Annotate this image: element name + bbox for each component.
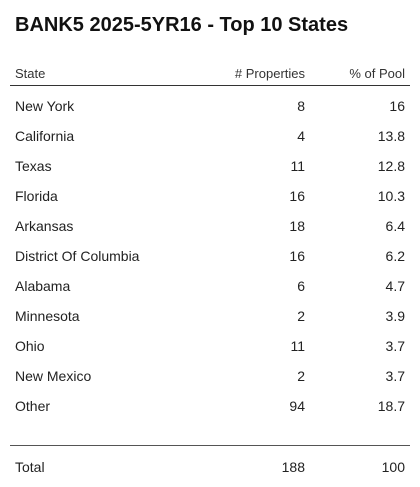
table-row: New York 8 16 <box>10 91 410 121</box>
state-cell: Texas <box>15 158 52 174</box>
table-row: Florida 16 10.3 <box>10 181 410 211</box>
table-row: Alabama 6 4.7 <box>10 271 410 301</box>
state-cell: New York <box>15 98 75 114</box>
properties-cell: 2 <box>297 308 305 324</box>
properties-cell: 6 <box>297 278 305 294</box>
properties-cell: 18 <box>289 218 305 234</box>
pool-cell: 18.7 <box>377 398 405 414</box>
state-cell: Arkansas <box>15 218 74 234</box>
table-header: State # Properties % of Pool <box>10 66 410 86</box>
pool-cell: 4.7 <box>385 278 405 294</box>
column-header-pool: % of Pool <box>349 66 405 81</box>
table-body: New York 8 16 California 4 13.8 Texas 11… <box>10 91 410 421</box>
table-row: District Of Columbia 16 6.2 <box>10 241 410 271</box>
state-cell: Florida <box>15 188 58 204</box>
properties-cell: 11 <box>290 158 305 174</box>
pool-cell: 3.7 <box>385 338 405 354</box>
column-header-state: State <box>15 66 46 81</box>
total-pool: 100 <box>381 459 405 475</box>
pool-cell: 3.7 <box>385 368 405 384</box>
properties-cell: 2 <box>297 368 305 384</box>
total-row: Total 188 100 <box>10 452 410 482</box>
table-row: California 4 13.8 <box>10 121 410 151</box>
pool-cell: 10.3 <box>377 188 405 204</box>
table-row: Texas 11 12.8 <box>10 151 410 181</box>
total-properties: 188 <box>281 459 305 475</box>
properties-cell: 11 <box>290 338 305 354</box>
state-cell: Minnesota <box>15 308 80 324</box>
state-cell: Other <box>15 398 51 414</box>
total-divider <box>10 445 410 446</box>
properties-cell: 16 <box>289 248 305 264</box>
pool-cell: 16 <box>389 98 405 114</box>
column-header-properties: # Properties <box>234 66 305 81</box>
state-cell: New Mexico <box>15 368 92 384</box>
page-title: BANK5 2025-5YR16 - Top 10 States <box>15 14 349 36</box>
table-row: Other 94 18.7 <box>10 391 410 421</box>
state-cell: Alabama <box>15 278 71 294</box>
state-cell: California <box>15 128 75 144</box>
table-row: Ohio 11 3.7 <box>10 331 410 361</box>
pool-cell: 6.4 <box>385 218 405 234</box>
pool-cell: 13.8 <box>377 128 405 144</box>
properties-cell: 4 <box>297 128 305 144</box>
properties-cell: 16 <box>289 188 305 204</box>
pool-cell: 6.2 <box>385 248 405 264</box>
properties-cell: 8 <box>297 98 305 114</box>
pool-cell: 3.9 <box>385 308 405 324</box>
table-row: Minnesota 2 3.9 <box>10 301 410 331</box>
table-row: New Mexico 2 3.7 <box>10 361 410 391</box>
total-label: Total <box>15 459 45 475</box>
state-cell: District Of Columbia <box>15 248 140 264</box>
table-row: Arkansas 18 6.4 <box>10 211 410 241</box>
properties-cell: 94 <box>289 398 305 414</box>
pool-cell: 12.8 <box>377 158 405 174</box>
state-cell: Ohio <box>15 338 45 354</box>
